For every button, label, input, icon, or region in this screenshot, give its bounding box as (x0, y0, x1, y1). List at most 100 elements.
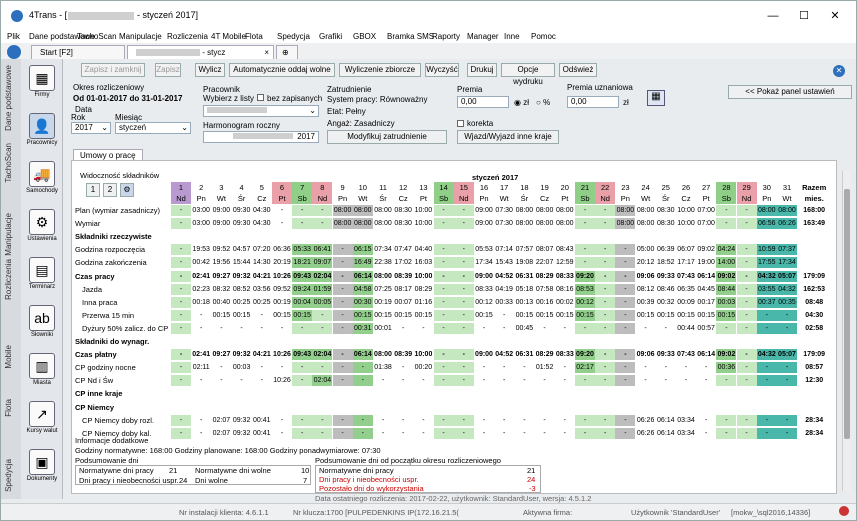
timesheet-cell[interactable]: - (453, 362, 474, 374)
timesheet-cell[interactable]: 00:15 (273, 311, 291, 319)
timesheet-cell[interactable]: 09:00 (212, 207, 231, 214)
timesheet-cell[interactable]: - (171, 375, 191, 387)
timesheet-cell[interactable]: 09:02 (716, 349, 737, 361)
tab-start[interactable]: Start [F2] (31, 45, 125, 59)
timesheet-cell[interactable]: - (171, 349, 191, 361)
timesheet-cell[interactable]: 00:42 (192, 259, 210, 267)
timesheet-cell[interactable]: - (292, 218, 313, 230)
timesheet-cell[interactable]: - (575, 427, 595, 439)
timesheet-cell[interactable]: 00:19 (374, 298, 392, 306)
menu-item-10[interactable]: Bramka SMS (387, 32, 435, 41)
timesheet-cell[interactable]: - (595, 296, 616, 308)
timesheet-cell[interactable]: - (171, 362, 191, 374)
timesheet-cell[interactable]: 09:06 (636, 272, 655, 280)
timesheet-cell[interactable]: - (422, 429, 425, 437)
timesheet-cell[interactable]: - (433, 257, 454, 269)
timesheet-cell[interactable]: 08:33 (555, 351, 574, 359)
timesheet-cell[interactable]: 07:37 (777, 244, 797, 256)
timesheet-cell[interactable]: - (171, 218, 191, 230)
timesheet-cell[interactable]: 00:02 (556, 298, 574, 306)
timesheet-cell[interactable]: - (482, 324, 486, 332)
timesheet-cell[interactable]: 05:18 (515, 285, 534, 293)
timesheet-cell[interactable]: 08:43 (556, 246, 574, 254)
timesheet-cell[interactable]: - (292, 205, 313, 216)
timesheet-cell[interactable]: 08:30 (394, 220, 412, 228)
timesheet-cell[interactable]: - (240, 324, 243, 332)
timesheet-cell[interactable]: 09:43 (292, 349, 313, 361)
vtab-2[interactable]: Manipulacje (4, 213, 13, 256)
timesheet-cell[interactable]: 09:43 (292, 270, 313, 282)
menu-item-6[interactable]: Flota (245, 32, 263, 41)
rok-select[interactable]: 2017 ⌄ (71, 122, 111, 134)
timesheet-cell[interactable]: 08:30 (394, 207, 412, 214)
timesheet-cell[interactable]: 10:00 (677, 207, 695, 214)
timesheet-cell[interactable]: 00:19 (273, 298, 291, 306)
timesheet-cell[interactable]: - (433, 362, 454, 374)
timesheet-cell[interactable]: 00:05 (312, 296, 333, 308)
timesheet-cell[interactable]: - (503, 429, 506, 437)
timesheet-cell[interactable]: - (595, 283, 616, 295)
timesheet-cell[interactable]: 09:52 (273, 285, 291, 293)
timesheet-cell[interactable]: - (422, 416, 425, 424)
timesheet-cell[interactable]: 02:04 (312, 375, 333, 387)
timesheet-cell[interactable]: - (575, 205, 595, 216)
timesheet-cell[interactable]: 07:30 (495, 220, 513, 228)
timesheet-cell[interactable]: 07:30 (495, 207, 513, 214)
timesheet-cell[interactable]: 00:39 (636, 298, 655, 306)
timesheet-cell[interactable]: 07:47 (394, 246, 412, 254)
timesheet-cell[interactable]: 00:16 (535, 298, 554, 306)
timesheet-cell[interactable]: - (433, 309, 454, 321)
timesheet-cell[interactable]: 04:32 (756, 270, 777, 282)
menu-item-13[interactable]: Inne (504, 32, 520, 41)
timesheet-cell[interactable]: - (736, 218, 757, 230)
timesheet-cell[interactable]: 03:00 (192, 220, 210, 228)
premia-input[interactable]: 0,00 (457, 96, 509, 108)
scrollbar-thumb[interactable] (844, 189, 850, 439)
timesheet-cell[interactable]: 07:57 (515, 246, 534, 254)
timesheet-cell[interactable]: - (433, 244, 454, 256)
timesheet-cell[interactable]: 00:40 (212, 298, 231, 306)
timesheet-cell[interactable]: - (482, 429, 486, 437)
premia-uznaniowa-input[interactable]: 0,00 (567, 96, 619, 108)
timesheet-cell[interactable]: - (200, 311, 203, 319)
timesheet-cell[interactable]: 09:00 (475, 220, 493, 228)
timesheet-cell[interactable]: - (615, 244, 636, 256)
sidebar-item-2[interactable]: 🚚 Samochody (23, 161, 61, 206)
menu-item-7[interactable]: Spedycja (277, 32, 310, 41)
timesheet-cell[interactable]: 15:43 (495, 259, 513, 267)
sidebar-item-0[interactable]: ▦ Firmy (23, 65, 61, 110)
timesheet-cell[interactable]: 17:55 (756, 257, 777, 269)
timesheet-cell[interactable]: - (595, 322, 616, 334)
timesheet-cell[interactable]: 04:58 (352, 283, 373, 295)
timesheet-cell[interactable]: - (332, 296, 353, 308)
timesheet-cell[interactable]: 19:56 (212, 259, 231, 267)
timesheet-cell[interactable]: 00:15 (535, 311, 554, 319)
timesheet-cell[interactable]: 09:30 (232, 220, 251, 228)
timesheet-cell[interactable]: 20:12 (636, 259, 655, 267)
timesheet-cell[interactable]: - (312, 427, 333, 439)
timesheet-cell[interactable]: - (240, 377, 243, 385)
toolbar-button-5[interactable]: Wyczyść (425, 63, 459, 77)
timesheet-cell[interactable]: - (312, 218, 333, 230)
timesheet-cell[interactable]: 09:00 (475, 272, 493, 280)
timesheet-cell[interactable]: - (615, 296, 636, 308)
timesheet-cell[interactable]: 00:15 (374, 311, 392, 319)
timesheet-cell[interactable]: 08:16 (556, 285, 574, 293)
timesheet-cell[interactable]: 00:07 (394, 298, 412, 306)
timesheet-cell[interactable]: - (595, 427, 616, 439)
timesheet-cell[interactable]: 06:14 (352, 349, 373, 361)
timesheet-cell[interactable]: - (280, 416, 284, 424)
timesheet-cell[interactable]: 00:45 (515, 324, 534, 332)
timesheet-cell[interactable]: 09:32 (232, 429, 251, 437)
timesheet-cell[interactable]: - (736, 427, 757, 439)
timesheet-cell[interactable]: - (402, 364, 405, 372)
timesheet-cell[interactable]: 06:56 (756, 218, 777, 230)
timesheet-cell[interactable]: 09:07 (312, 257, 333, 269)
timesheet-cell[interactable]: - (453, 349, 474, 361)
timesheet-cell[interactable]: - (171, 296, 191, 308)
timesheet-cell[interactable]: - (736, 362, 757, 374)
timesheet-cell[interactable]: 08:00 (374, 351, 392, 359)
timesheet-cell[interactable]: 02:41 (192, 351, 211, 359)
timesheet-cell[interactable]: 05:00 (636, 246, 655, 254)
vtab-1[interactable]: TachoScan (4, 143, 13, 183)
